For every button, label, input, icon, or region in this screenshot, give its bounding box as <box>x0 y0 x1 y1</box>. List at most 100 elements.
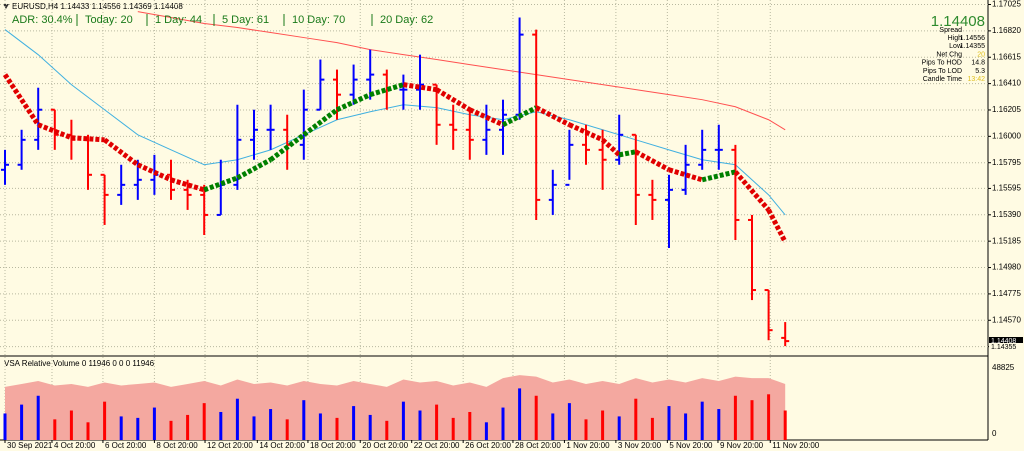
trend-segment <box>136 162 173 183</box>
trend-segment <box>236 157 272 181</box>
x-tick-label: 12 Oct 20:00 <box>207 441 253 450</box>
volume-bar <box>335 417 339 440</box>
trend-segment <box>468 107 505 128</box>
x-tick-label: 22 Oct 20:00 <box>414 441 460 450</box>
volume-bar <box>451 417 455 440</box>
volume-tick-label: 48825 <box>992 363 1015 372</box>
x-tick-label: 14 Oct 20:00 <box>259 441 305 450</box>
y-tick-label: 1.16000 <box>992 131 1021 140</box>
volume-bar <box>69 410 73 440</box>
volume-bar <box>534 395 538 440</box>
chart-title: EURUSD,H4 1.14433 1.14556 1.14369 1.1440… <box>12 2 183 11</box>
x-tick-label: 9 Nov 20:00 <box>720 441 764 450</box>
x-tick-label: 6 Oct 20:00 <box>105 441 147 450</box>
y-tick-label: 1.14980 <box>992 263 1021 272</box>
y-tick-label: 1.16615 <box>992 52 1021 61</box>
y-tick-label: 1.15795 <box>992 158 1021 167</box>
info-label: Low <box>949 43 963 50</box>
trend-segment <box>733 170 771 212</box>
x-tick-label: 4 Oct 20:00 <box>54 441 96 450</box>
volume-bar <box>136 417 140 440</box>
volume-bar <box>20 404 24 440</box>
y-tick-label: 1.17025 <box>992 0 1021 9</box>
info-value: 1.14556 <box>960 35 985 42</box>
trend-segment <box>335 92 372 112</box>
volume-bar <box>152 407 156 440</box>
volume-bar <box>468 411 472 440</box>
y-tick-label: 1.15595 <box>992 184 1021 193</box>
x-tick-label: 11 Nov 20:00 <box>772 441 820 450</box>
volume-bar <box>733 395 737 440</box>
info-price: 1.14408 <box>931 13 985 30</box>
volume-bar <box>617 416 621 440</box>
volume-bar <box>584 419 588 440</box>
info-value: 5.3 <box>975 68 985 75</box>
info-label: Net Chg <box>936 51 962 58</box>
trend-segment <box>302 107 339 137</box>
volume-bar <box>318 413 322 440</box>
volume-bar <box>767 394 771 440</box>
x-tick-label: 20 Oct 20:00 <box>362 441 408 450</box>
y-tick-label: 1.15390 <box>992 210 1021 219</box>
volume-bar <box>368 414 372 440</box>
volume-bar <box>700 401 704 440</box>
volume-bar <box>518 388 522 440</box>
volume-bar <box>36 395 40 440</box>
volume-bar <box>401 401 405 440</box>
x-tick-label: 30 Sep 2021 <box>7 441 53 450</box>
volume-bar <box>235 398 239 440</box>
price-tag <box>989 337 1023 345</box>
volume-bar <box>551 413 555 440</box>
volume-bar <box>119 416 123 440</box>
trend-segment <box>634 149 671 172</box>
volume-bar <box>601 410 605 440</box>
volume-bar <box>650 417 654 440</box>
y-tick-label: 1.14570 <box>992 315 1021 324</box>
volume-bar <box>219 411 223 440</box>
info-label: Spread <box>939 27 962 34</box>
trend-segment <box>403 82 437 93</box>
volume-bar <box>352 406 356 440</box>
trend-segment <box>568 122 604 143</box>
y-tick-label: 1.15185 <box>992 236 1021 245</box>
volume-tick-label: 0 <box>992 429 997 438</box>
trend-segment <box>71 135 105 143</box>
adr-item: 10 Day: 70 <box>292 14 345 26</box>
y-tick-label: 1.16410 <box>992 79 1021 88</box>
trend-segment <box>766 208 788 244</box>
volume-bar <box>285 419 289 440</box>
info-value: 13:42 <box>967 76 985 83</box>
volume-bar <box>435 404 439 440</box>
adr-item: 1 Day: 44 <box>155 14 202 26</box>
volume-bar <box>186 414 190 440</box>
volume-bar <box>86 422 90 440</box>
trend-segment <box>501 105 538 127</box>
volume-bar <box>269 409 273 440</box>
price-tag <box>989 343 1023 351</box>
trend-segment <box>2 73 41 127</box>
x-tick-label: 28 Oct 20:00 <box>515 441 561 450</box>
trend-segment <box>103 137 140 167</box>
price-tag-label: 1.14355 <box>991 344 1016 351</box>
volume-bar <box>783 410 787 440</box>
trend-segment <box>535 105 571 127</box>
y-tick-label: 1.16205 <box>992 105 1021 114</box>
volume-bar <box>252 416 256 440</box>
price-tag-label: 1.14408 <box>991 338 1016 345</box>
x-tick-label: 5 Nov 20:00 <box>669 441 713 450</box>
adr-item: 5 Day: 61 <box>222 14 269 26</box>
menu-icon[interactable] <box>3 4 9 9</box>
volume-bar <box>717 409 721 440</box>
volume-bar <box>634 398 638 440</box>
adr-item: ADR: 30.4% <box>12 14 73 26</box>
x-tick-label: 18 Oct 20:00 <box>310 441 356 450</box>
info-value: 14.8 <box>971 60 985 67</box>
x-tick-label: 8 Oct 20:00 <box>156 441 198 450</box>
info-label: High <box>948 35 963 42</box>
y-tick-label: 1.14775 <box>992 289 1021 298</box>
volume-bar <box>202 403 206 440</box>
adr-item: Today: 20 <box>85 14 133 26</box>
volume-bar <box>385 420 389 440</box>
